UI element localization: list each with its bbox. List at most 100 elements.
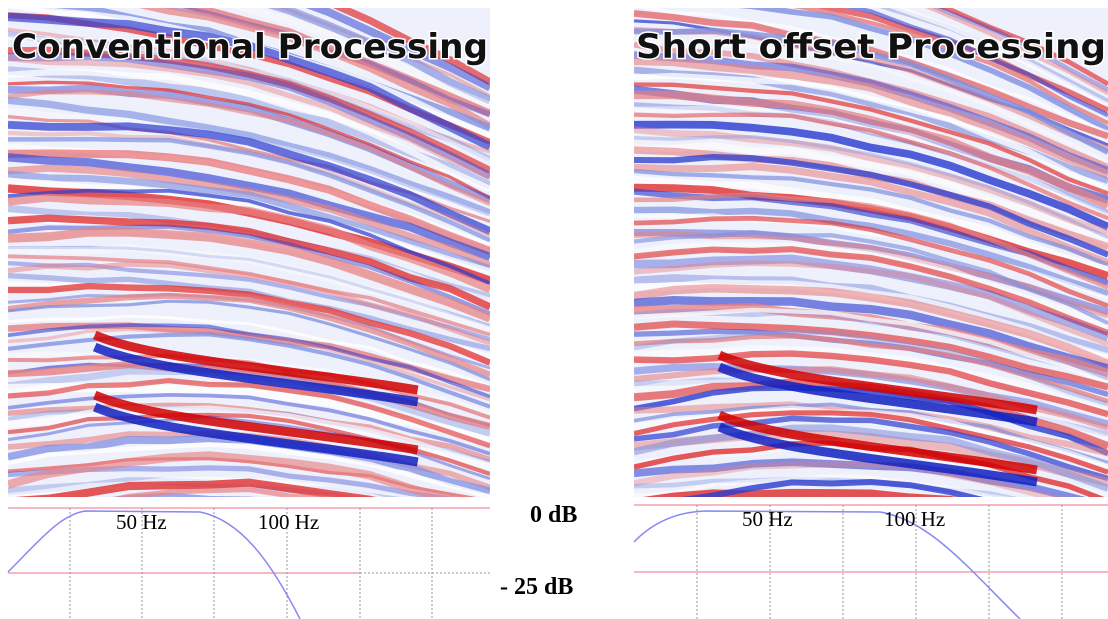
reflector xyxy=(634,460,1065,497)
spectrum: 50 Hz 100 Hz xyxy=(7,507,490,619)
grid xyxy=(69,508,433,619)
reflector xyxy=(8,214,490,311)
reflector xyxy=(8,272,490,352)
reflector xyxy=(8,80,490,200)
reflector xyxy=(634,260,1108,347)
reflector xyxy=(138,8,490,130)
reflector xyxy=(8,392,490,456)
reflector xyxy=(634,532,1108,577)
db-label: 0 dB xyxy=(530,502,577,528)
db-label: - 25 dB xyxy=(500,574,573,600)
reflector xyxy=(634,90,1108,210)
reflector xyxy=(937,8,1108,87)
reflector xyxy=(8,442,490,497)
seismic-reflectors xyxy=(634,8,1108,577)
frequency-label: 50 Hz xyxy=(116,510,167,534)
reflector xyxy=(305,8,490,92)
reflector xyxy=(634,350,1108,418)
reflector xyxy=(634,473,1010,497)
spectrum-curve xyxy=(7,510,301,619)
reflector xyxy=(634,215,1108,309)
reflector xyxy=(634,168,1108,267)
reflector xyxy=(8,282,490,366)
reflector xyxy=(8,323,490,399)
strong-reflector xyxy=(92,402,419,467)
reflector xyxy=(8,540,490,572)
reflector xyxy=(8,193,490,293)
reflector xyxy=(8,149,490,255)
reflector xyxy=(8,550,490,580)
reflector xyxy=(889,8,1108,108)
reflector xyxy=(634,283,1108,368)
reflector xyxy=(634,329,1108,407)
reflector xyxy=(634,520,1108,567)
reflector xyxy=(8,89,490,207)
reflector xyxy=(634,163,1108,267)
reflector xyxy=(634,192,1108,290)
reflector xyxy=(634,141,1108,247)
reflector xyxy=(932,8,1108,92)
strong-reflector xyxy=(92,330,419,395)
reflector xyxy=(8,178,490,275)
reflector xyxy=(8,292,490,378)
reflector xyxy=(634,345,1108,417)
frequency-label: 100 Hz xyxy=(258,510,319,534)
reflector xyxy=(634,154,1108,258)
frequency-label: 50 Hz xyxy=(742,507,793,531)
strong-reflector xyxy=(717,362,1038,427)
reflector xyxy=(634,526,1108,575)
reflector xyxy=(8,327,490,402)
reflector xyxy=(634,320,1108,391)
spectrum-curve xyxy=(633,510,1021,619)
reflector xyxy=(8,405,490,470)
reflector xyxy=(8,227,490,323)
reflector xyxy=(634,72,1108,194)
reflector xyxy=(634,415,1108,482)
reflector xyxy=(634,126,1108,236)
spectrum: 50 Hz 100 Hz xyxy=(633,504,1108,619)
reflector xyxy=(8,120,490,235)
strong-reflector xyxy=(717,350,1038,415)
reflector xyxy=(634,10,1108,140)
reflector xyxy=(634,307,1108,386)
reflector xyxy=(8,451,458,497)
reflector xyxy=(8,170,490,272)
reflector xyxy=(793,8,1108,126)
reflector xyxy=(8,261,490,346)
reflector xyxy=(634,424,1108,492)
frequency-label: 100 Hz xyxy=(884,507,945,531)
seismic-reflectors xyxy=(8,8,490,580)
reflector xyxy=(879,8,1108,104)
reflector xyxy=(634,105,1108,222)
reflector xyxy=(634,134,1108,239)
reflector xyxy=(634,82,1108,196)
strong-reflector xyxy=(92,390,419,455)
reflector xyxy=(845,8,1108,118)
reflector xyxy=(634,102,1108,215)
reflector xyxy=(8,46,490,174)
reflector xyxy=(111,492,256,497)
reflector xyxy=(634,410,1108,475)
reflector xyxy=(8,153,490,261)
reflector xyxy=(8,314,490,388)
reflector xyxy=(8,245,490,327)
reflector xyxy=(682,478,984,497)
reflector xyxy=(634,385,1108,456)
reflector xyxy=(634,176,1108,274)
reflector xyxy=(925,8,1108,96)
reflector xyxy=(634,295,1108,373)
strong-reflector xyxy=(92,342,419,407)
reflector xyxy=(738,8,1108,132)
panel-title: Short offset Processing xyxy=(636,27,1106,67)
reflector xyxy=(8,52,490,180)
reflector xyxy=(332,8,490,86)
reflector xyxy=(8,68,490,193)
reflector xyxy=(8,523,490,567)
grid xyxy=(696,505,1063,619)
reflector xyxy=(634,120,1108,231)
reflector xyxy=(8,27,490,154)
reflector xyxy=(8,332,490,409)
reflector xyxy=(8,143,490,248)
reflector xyxy=(182,8,490,117)
reflector xyxy=(634,27,1108,155)
